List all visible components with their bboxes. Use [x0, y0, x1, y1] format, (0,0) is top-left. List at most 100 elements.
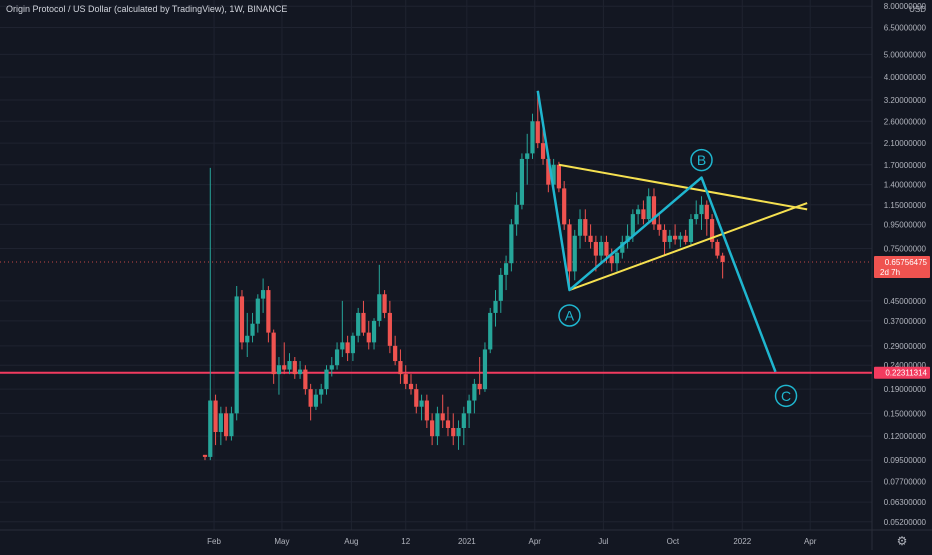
- price-axis-tick-label: 0.05200000: [884, 518, 927, 527]
- candle-body: [456, 427, 461, 437]
- candle-body: [292, 361, 297, 375]
- candle-body: [239, 296, 245, 343]
- candle-body: [572, 235, 577, 272]
- candle-body: [313, 394, 319, 407]
- wave-path[interactable]: [536, 90, 777, 373]
- candle-body: [620, 241, 625, 253]
- candle-body: [583, 219, 588, 236]
- candle-body: [371, 320, 377, 343]
- price-axis-tick-label: 0.24000000: [884, 361, 927, 370]
- candle-body: [377, 294, 382, 321]
- triangle-lower-line[interactable]: [569, 202, 808, 292]
- candle-body: [588, 235, 593, 242]
- candle-body: [218, 413, 223, 433]
- candle-body: [678, 235, 683, 240]
- price-axis-tick-label: 6.50000000: [884, 23, 927, 32]
- settings-gear-icon[interactable]: ⚙: [897, 534, 908, 548]
- price-axis-tick-label: 8.00000000: [884, 2, 927, 11]
- triangle-upper-line[interactable]: [558, 163, 808, 211]
- candle-body: [493, 300, 498, 313]
- candle-body: [556, 164, 561, 189]
- candle-body: [229, 413, 234, 437]
- time-axis-tick-label: Feb: [207, 537, 221, 546]
- wave-label-text: C: [781, 388, 791, 404]
- price-axis-tick-label: 1.70000000: [884, 161, 927, 170]
- price-axis-tick-label: 3.20000000: [884, 96, 927, 105]
- candle-body: [540, 143, 546, 159]
- time-axis-tick-label: 2022: [733, 537, 751, 546]
- candle-body: [213, 400, 218, 433]
- price-axis-tick-label: 1.40000000: [884, 181, 927, 190]
- candle-body: [535, 121, 540, 144]
- candle-body: [398, 361, 403, 375]
- candle-body: [329, 365, 334, 370]
- candle-body: [445, 420, 451, 428]
- candle-body: [667, 235, 672, 242]
- candle-body: [467, 400, 472, 414]
- chart-title: Origin Protocol / US Dollar (calculated …: [6, 4, 288, 14]
- candle-body: [715, 241, 720, 256]
- candle-body: [382, 294, 387, 313]
- price-axis-tick-label: 0.06300000: [884, 498, 927, 507]
- candle-body: [234, 296, 239, 414]
- candle-body: [709, 219, 715, 242]
- time-axis-tick-label: Apr: [804, 537, 817, 546]
- candle-body: [657, 224, 662, 230]
- candle-body: [551, 164, 556, 185]
- time-axis-tick-label: 2021: [458, 537, 476, 546]
- candle-body: [334, 349, 340, 366]
- price-axis-tick-label: 5.00000000: [884, 50, 927, 59]
- price-axis-tick-label: 0.95000000: [884, 220, 927, 229]
- price-axis-tick-label: 0.75000000: [884, 245, 927, 254]
- candle-body: [593, 241, 598, 256]
- price-axis-tick-label: 0.12000000: [884, 432, 927, 441]
- candle-body: [609, 255, 614, 264]
- candle-body: [662, 229, 667, 242]
- time-axis-tick-label: Aug: [344, 537, 358, 546]
- candle-body: [345, 342, 350, 354]
- candle-body: [408, 383, 414, 390]
- candle-body: [356, 312, 361, 336]
- candle-body: [614, 252, 620, 264]
- candle-body: [361, 312, 366, 333]
- candle-body: [482, 349, 488, 390]
- price-axis-tick-label: 2.60000000: [884, 117, 927, 126]
- candle-body: [688, 219, 694, 242]
- time-axis-tick-label: May: [274, 537, 289, 546]
- candle-body: [440, 413, 445, 421]
- candle-body: [261, 290, 266, 299]
- wave-label-circle[interactable]: [558, 304, 581, 327]
- current-price-tag: [874, 256, 930, 279]
- candle-body: [694, 214, 699, 220]
- candle-body: [641, 209, 646, 220]
- wave-label-text: B: [697, 152, 706, 168]
- candle-body: [435, 413, 440, 437]
- candle-body: [419, 400, 424, 407]
- candle-body: [699, 204, 704, 215]
- candle-body: [488, 312, 493, 350]
- candle-body: [287, 361, 292, 370]
- candle-body: [472, 383, 477, 401]
- candle-body: [546, 158, 551, 185]
- candle-body: [387, 312, 392, 346]
- candle-body: [245, 335, 250, 343]
- candle-body: [646, 196, 651, 220]
- price-axis-tick-label: 1.15000000: [884, 201, 927, 210]
- price-axis-tick-label: 0.29000000: [884, 342, 927, 351]
- bar-countdown-label: 2d 7h: [880, 268, 900, 277]
- price-axis-tick-label: 0.45000000: [884, 297, 927, 306]
- candle-body: [403, 374, 408, 384]
- price-axis-tick-label: 0.37000000: [884, 317, 927, 326]
- wave-label-circle[interactable]: [690, 148, 713, 172]
- candle-body: [503, 263, 509, 275]
- wave-label-circle[interactable]: [774, 384, 798, 408]
- candle-body: [636, 209, 641, 215]
- candle-body: [525, 153, 530, 159]
- price-axis-tick-label: 0.15000000: [884, 409, 927, 418]
- time-axis-tick-label: Apr: [529, 537, 542, 546]
- candle-body: [319, 389, 324, 395]
- candle-body: [271, 332, 276, 375]
